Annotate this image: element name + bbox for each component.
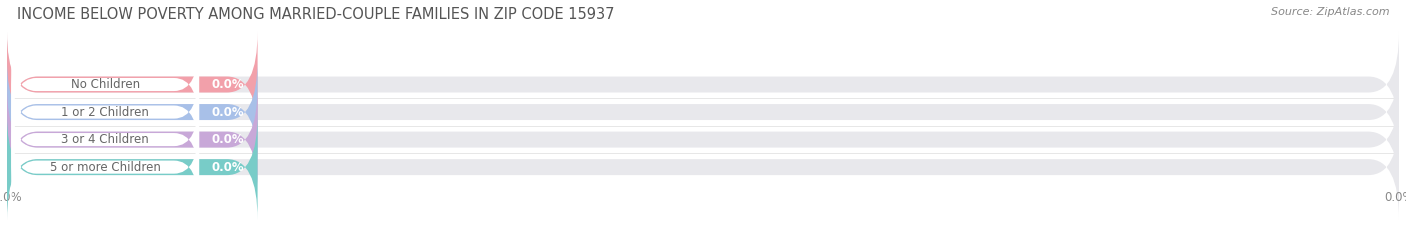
FancyBboxPatch shape xyxy=(11,124,200,210)
Text: 0.0%: 0.0% xyxy=(211,161,243,174)
FancyBboxPatch shape xyxy=(7,59,257,165)
Text: Source: ZipAtlas.com: Source: ZipAtlas.com xyxy=(1271,7,1389,17)
Text: 0.0%: 0.0% xyxy=(211,78,243,91)
FancyBboxPatch shape xyxy=(7,87,257,192)
Text: 5 or more Children: 5 or more Children xyxy=(49,161,160,174)
Text: 3 or 4 Children: 3 or 4 Children xyxy=(62,133,149,146)
FancyBboxPatch shape xyxy=(7,115,257,220)
FancyBboxPatch shape xyxy=(7,59,1399,165)
Text: No Children: No Children xyxy=(70,78,139,91)
Text: 1 or 2 Children: 1 or 2 Children xyxy=(62,106,149,119)
FancyBboxPatch shape xyxy=(7,32,257,137)
FancyBboxPatch shape xyxy=(7,115,1399,220)
FancyBboxPatch shape xyxy=(7,87,1399,192)
FancyBboxPatch shape xyxy=(11,96,200,183)
Text: 0.0%: 0.0% xyxy=(211,106,243,119)
Text: INCOME BELOW POVERTY AMONG MARRIED-COUPLE FAMILIES IN ZIP CODE 15937: INCOME BELOW POVERTY AMONG MARRIED-COUPL… xyxy=(17,7,614,22)
FancyBboxPatch shape xyxy=(11,41,200,127)
Text: 0.0%: 0.0% xyxy=(211,133,243,146)
FancyBboxPatch shape xyxy=(7,32,1399,137)
FancyBboxPatch shape xyxy=(11,69,200,155)
